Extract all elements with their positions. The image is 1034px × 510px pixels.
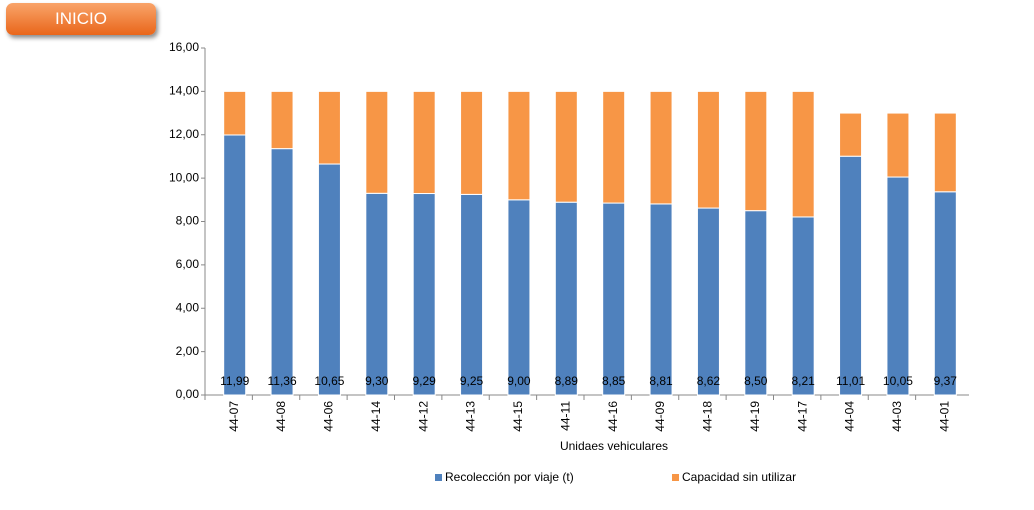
bar-segment [365, 90, 389, 194]
x-tick-label: 44-15 [511, 401, 525, 432]
bar-segment [839, 112, 863, 157]
y-tick-label: 16,00 [169, 40, 199, 54]
bar-segment [649, 90, 673, 205]
bar-segment [365, 192, 389, 396]
bar-segment [412, 90, 436, 195]
value-label: 8,81 [649, 374, 673, 388]
x-tick-label: 44-18 [701, 401, 715, 432]
value-label: 9,25 [460, 374, 484, 388]
x-tick-label: 44-09 [653, 401, 667, 432]
bar-segment [507, 199, 531, 396]
bar-segment [791, 90, 815, 218]
x-tick-label: 44-19 [748, 401, 762, 432]
x-tick-label: 44-04 [843, 401, 857, 432]
bar-segment [270, 90, 294, 150]
value-label: 10,65 [314, 374, 344, 388]
x-tick-label: 44-14 [369, 401, 383, 432]
x-tick-label: 44-03 [890, 401, 904, 432]
value-label: 9,29 [413, 374, 437, 388]
bar-segment [791, 216, 815, 396]
value-label: 8,89 [555, 374, 579, 388]
bar-segment [933, 191, 957, 396]
y-tick-label: 8,00 [176, 214, 200, 228]
bar-segment [317, 163, 341, 396]
bar-segment [602, 202, 626, 396]
legend-swatch [672, 474, 679, 481]
x-tick-label: 44-17 [795, 401, 809, 432]
value-label: 9,37 [934, 374, 958, 388]
bar-segment [507, 90, 531, 201]
bar-segment [412, 193, 436, 396]
bar-segment [696, 207, 720, 396]
x-tick-label: 44-07 [227, 401, 241, 432]
bar-segment [839, 155, 863, 396]
bar-segment [649, 203, 673, 396]
y-tick-label: 6,00 [176, 257, 200, 271]
value-label: 9,30 [365, 374, 389, 388]
y-tick-label: 10,00 [169, 170, 199, 184]
value-label: 11,36 [267, 374, 296, 388]
value-label: 8,62 [697, 374, 721, 388]
y-tick-label: 4,00 [176, 300, 200, 314]
value-label: 8,50 [744, 374, 768, 388]
bar-segment [223, 90, 247, 136]
value-label: 8,85 [602, 374, 626, 388]
x-tick-label: 44-12 [416, 401, 430, 432]
bar-segment [270, 148, 294, 396]
value-label: 9,00 [507, 374, 531, 388]
y-tick-label: 14,00 [169, 84, 199, 98]
legend-label: Capacidad sin utilizar [682, 470, 796, 484]
bar-segment [602, 90, 626, 204]
bar-segment [317, 90, 341, 165]
value-label: 11,01 [836, 374, 865, 388]
bar-segment [554, 201, 578, 396]
bar-segment [744, 90, 768, 212]
value-label: 11,99 [220, 374, 249, 388]
bar-segment [886, 112, 910, 178]
x-tick-label: 44-11 [558, 401, 572, 431]
x-tick-label: 44-13 [464, 401, 478, 432]
bar-segment [460, 193, 484, 396]
x-tick-label: 44-06 [322, 401, 336, 432]
bar-segment [886, 176, 910, 396]
y-tick-label: 12,00 [169, 127, 199, 141]
bar-segment [223, 134, 247, 396]
value-label: 10,05 [883, 374, 913, 388]
bar-segment [460, 90, 484, 195]
y-tick-label: 0,00 [176, 387, 200, 401]
bar-segment [696, 90, 720, 209]
x-axis-title: Unidaes vehiculares [560, 439, 668, 453]
x-tick-label: 44-01 [937, 401, 951, 432]
bar-segment [933, 112, 957, 193]
x-tick-label: 44-16 [606, 401, 620, 432]
bar-segment [744, 210, 768, 396]
bar-segment [554, 90, 578, 203]
y-tick-label: 2,00 [176, 344, 200, 358]
inicio-button[interactable]: INICIO [6, 3, 156, 35]
legend-label: Recolección por viaje (t) [445, 470, 574, 484]
x-tick-label: 44-08 [274, 401, 288, 432]
value-label: 8,21 [792, 374, 816, 388]
legend-swatch [435, 474, 442, 481]
